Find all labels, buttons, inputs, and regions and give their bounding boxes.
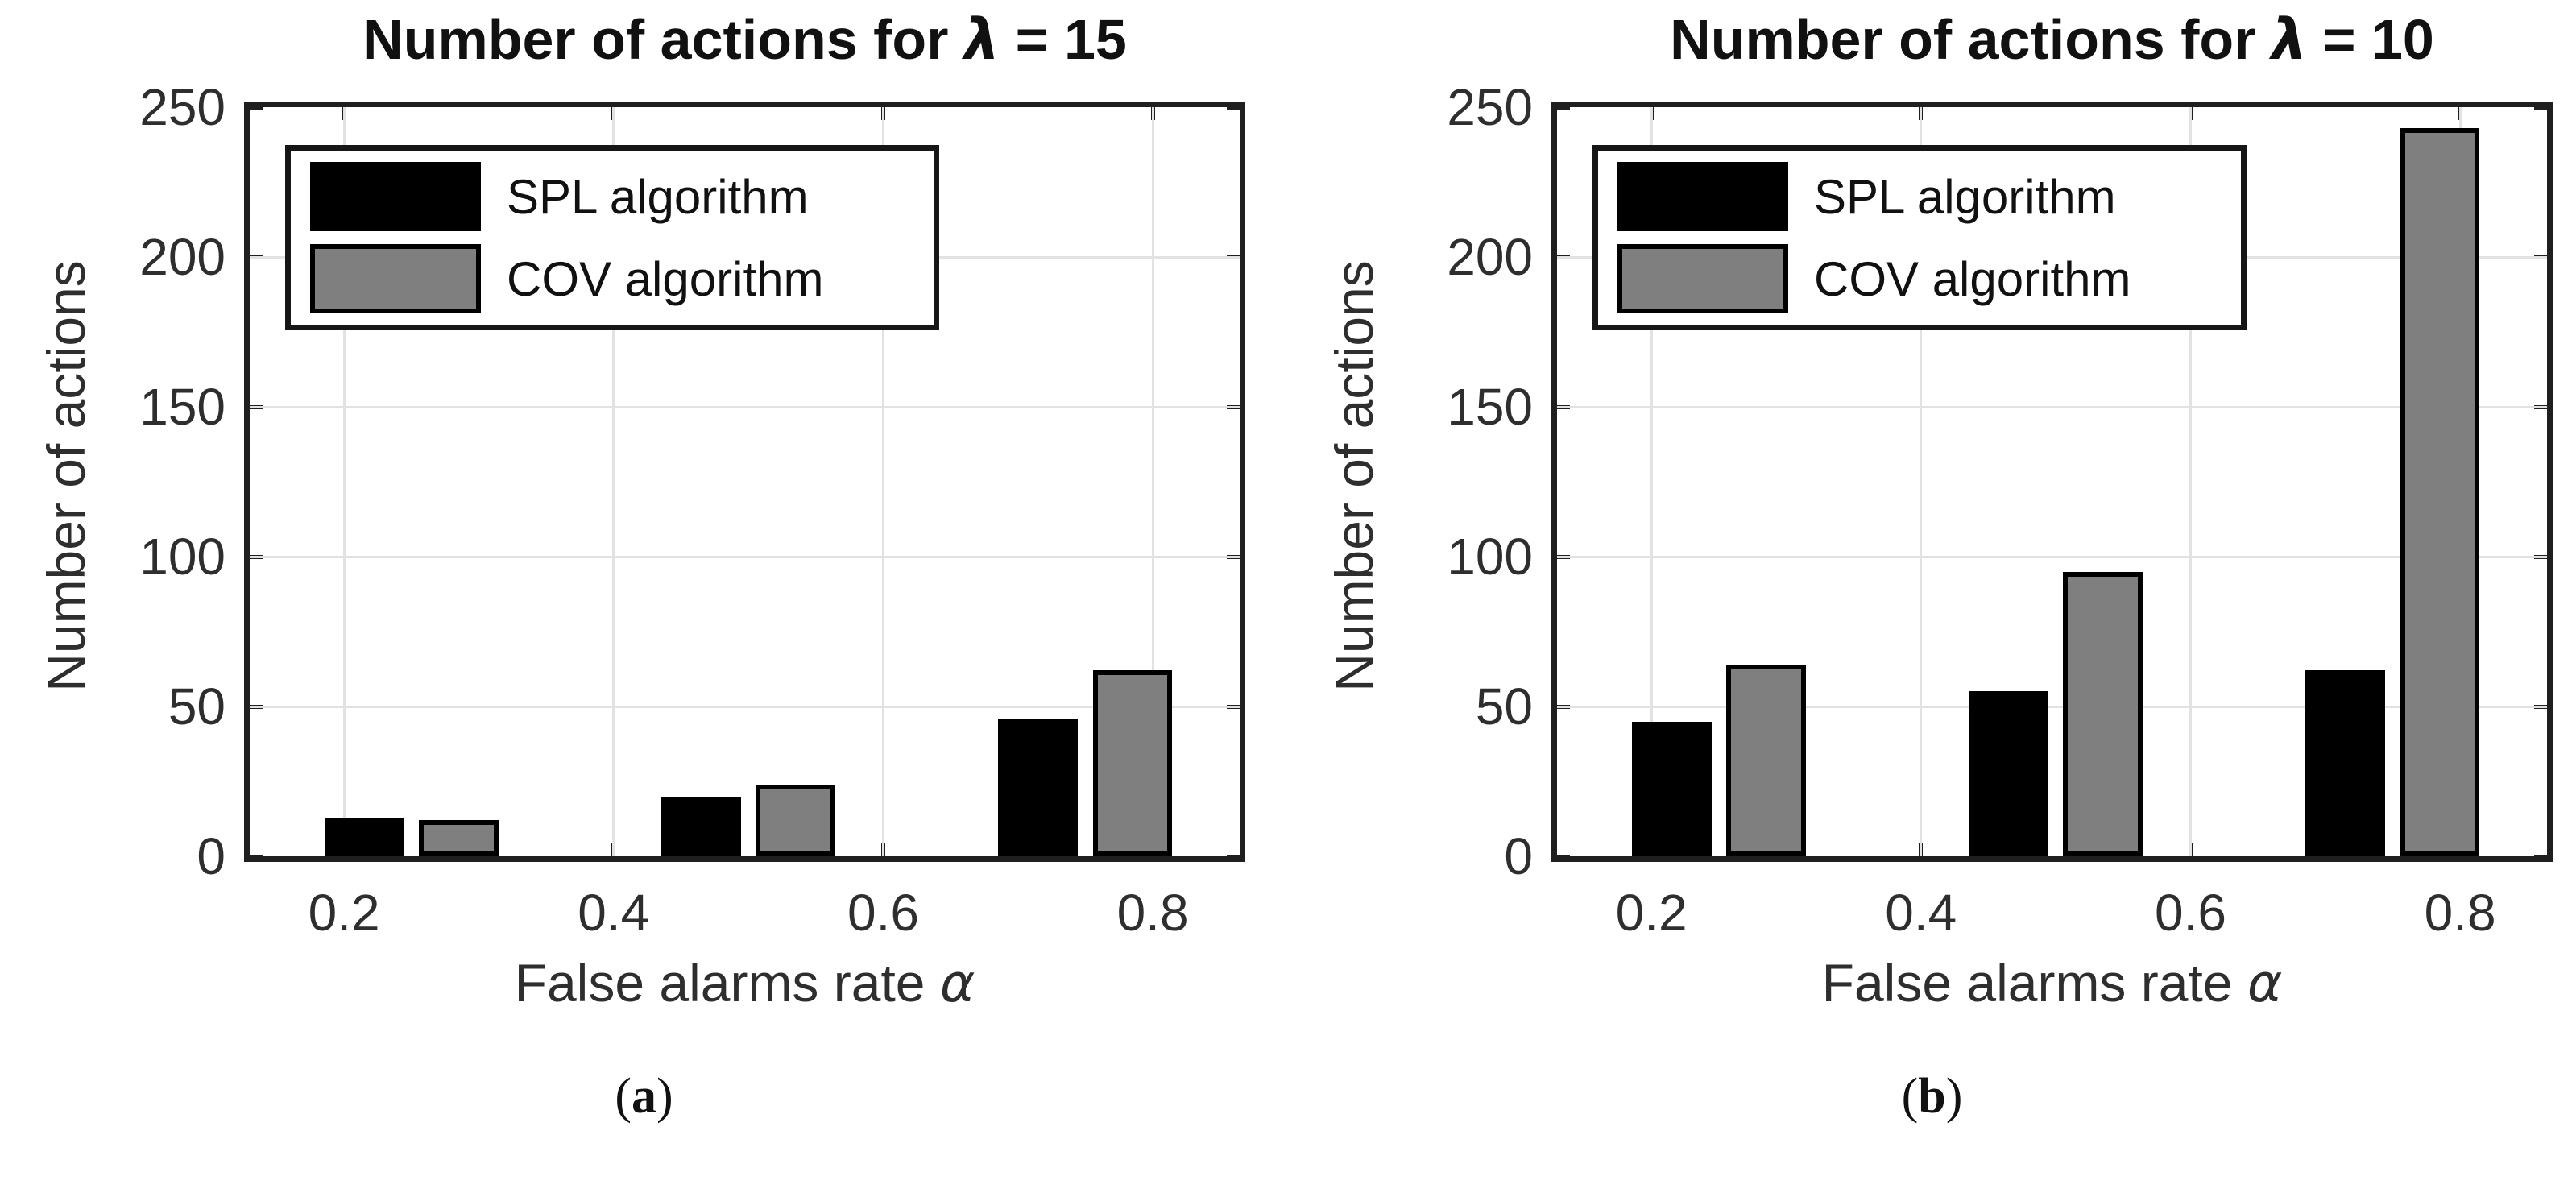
legend-row: SPL algorithm — [310, 162, 934, 231]
bar-cov-0.5 — [2063, 571, 2143, 856]
bar-spl-0.5 — [1969, 691, 2048, 856]
bar-spl-0.5 — [661, 796, 741, 856]
bar-cov-0.25 — [418, 820, 499, 856]
plot-box: 0.8 0.6 0.4 0.2 250 200 150 100 50 0 SPL algorith… — [139, 78, 1245, 942]
y-tick-label: 50 — [168, 677, 226, 735]
v-gridline — [342, 107, 346, 856]
tick-mark — [1557, 854, 1570, 859]
chart-panel-b: Number of actions for λ = 10 Number of a… — [1288, 0, 2576, 1189]
x-axis-label: False alarms rate α — [1551, 952, 2553, 1014]
x-tick-label: 0.2 — [308, 884, 380, 942]
xlabel-text: False alarms rate — [514, 953, 940, 1013]
tick-mark — [2534, 105, 2547, 110]
x-tick-label: 0.2 — [1615, 884, 1688, 942]
plot-box: 0.8 0.6 0.4 0.2 250 200 150 100 50 0 SPL algorith… — [1447, 78, 2553, 942]
title-value: = 10 — [2307, 8, 2434, 71]
chart-title: Number of actions for λ = 10 — [1551, 6, 2553, 72]
xlabel-text: False alarms rate — [1821, 953, 2247, 1013]
h-gridline — [1557, 555, 2547, 558]
h-gridline — [1557, 705, 2547, 708]
bar-spl-0.75 — [998, 718, 1079, 856]
bar-spl-0.75 — [2305, 670, 2386, 856]
lambda-symbol: λ — [2271, 6, 2308, 72]
legend-row: SPL algorithm — [1617, 162, 2241, 231]
cov-swatch-icon — [1617, 244, 1788, 313]
x-tick-label: 0.6 — [847, 884, 919, 942]
y-tick-label: 0 — [197, 827, 226, 885]
y-tick-label: 250 — [139, 78, 226, 136]
bar-cov-0.75 — [1092, 670, 1173, 856]
tick-mark — [1227, 854, 1240, 859]
tick-mark — [2534, 854, 2547, 859]
v-gridline — [2189, 107, 2192, 856]
x-tick-label: 0.8 — [2424, 884, 2496, 942]
plot-area: 0.8 0.6 0.4 0.2 250 200 150 100 50 0 SPL algorith… — [1447, 78, 2547, 942]
alpha-symbol: α — [2247, 952, 2283, 1014]
cov-swatch-icon — [310, 244, 481, 313]
y-tick-label: 150 — [139, 378, 226, 436]
legend-row: COV algorithm — [310, 244, 934, 313]
h-gridline — [250, 705, 1240, 708]
bar-cov-0.25 — [1725, 664, 1806, 856]
h-gridline — [1557, 405, 2547, 408]
x-tick-label: 0.4 — [578, 884, 650, 942]
y-tick-label: 150 — [1447, 378, 1533, 436]
v-gridline — [1920, 107, 1923, 856]
y-tick-label: 200 — [139, 228, 226, 286]
legend-label-cov: COV algorithm — [507, 251, 824, 306]
legend: SPL algorithm COV algorithm — [1592, 145, 2247, 330]
y-axis-label: Number of actions — [36, 260, 96, 692]
lambda-symbol: λ — [963, 6, 1000, 72]
spl-swatch-icon — [310, 162, 481, 231]
legend-row: COV algorithm — [1617, 244, 2241, 313]
x-tick-label: 0.8 — [1116, 884, 1189, 942]
h-gridline — [250, 555, 1240, 558]
y-tick-label: 0 — [1504, 827, 1533, 885]
bar-spl-0.25 — [324, 817, 404, 856]
tick-mark — [250, 105, 263, 110]
y-tick-label: 200 — [1447, 228, 1533, 286]
v-gridline — [1151, 107, 1154, 856]
y-tick-label: 50 — [1475, 677, 1533, 735]
tick-mark — [1557, 105, 1570, 110]
alpha-symbol: α — [939, 952, 975, 1014]
y-tick-label: 250 — [1447, 78, 1533, 136]
subfigure-caption: (b) — [1901, 1069, 1963, 1124]
v-gridline — [881, 107, 884, 856]
v-gridline — [612, 107, 615, 856]
tick-mark — [250, 854, 263, 859]
spl-swatch-icon — [1617, 162, 1788, 231]
title-value: = 15 — [1000, 8, 1127, 71]
y-tick-label: 100 — [1447, 528, 1533, 586]
tick-mark — [1227, 105, 1240, 110]
plot-area: 0.8 0.6 0.4 0.2 250 200 150 100 50 0 SPL algorith… — [139, 78, 1240, 942]
x-tick-label: 0.4 — [1885, 884, 1957, 942]
title-text: Number of actions for — [1670, 8, 2272, 71]
x-tick-label: 0.6 — [2154, 884, 2226, 942]
bar-spl-0.25 — [1631, 721, 1712, 856]
y-axis-label: Number of actions — [1324, 260, 1384, 692]
legend: SPL algorithm COV algorithm — [285, 145, 939, 330]
chart-panel-a: Number of actions for λ = 15 Number of a… — [36, 6, 1245, 1124]
subfigure-caption: (a) — [615, 1069, 673, 1124]
title-text: Number of actions for — [362, 8, 964, 71]
legend-label-spl: SPL algorithm — [507, 169, 809, 224]
legend-label-cov: COV algorithm — [1814, 251, 2131, 306]
v-gridline — [1650, 107, 1653, 856]
y-tick-label: 100 — [139, 528, 226, 586]
chart-title: Number of actions for λ = 15 — [244, 6, 1245, 72]
x-axis-label: False alarms rate α — [244, 952, 1245, 1014]
legend-label-spl: SPL algorithm — [1814, 169, 2116, 224]
bar-cov-0.75 — [2400, 128, 2480, 856]
h-gridline — [250, 405, 1240, 408]
bar-cov-0.5 — [756, 784, 836, 856]
